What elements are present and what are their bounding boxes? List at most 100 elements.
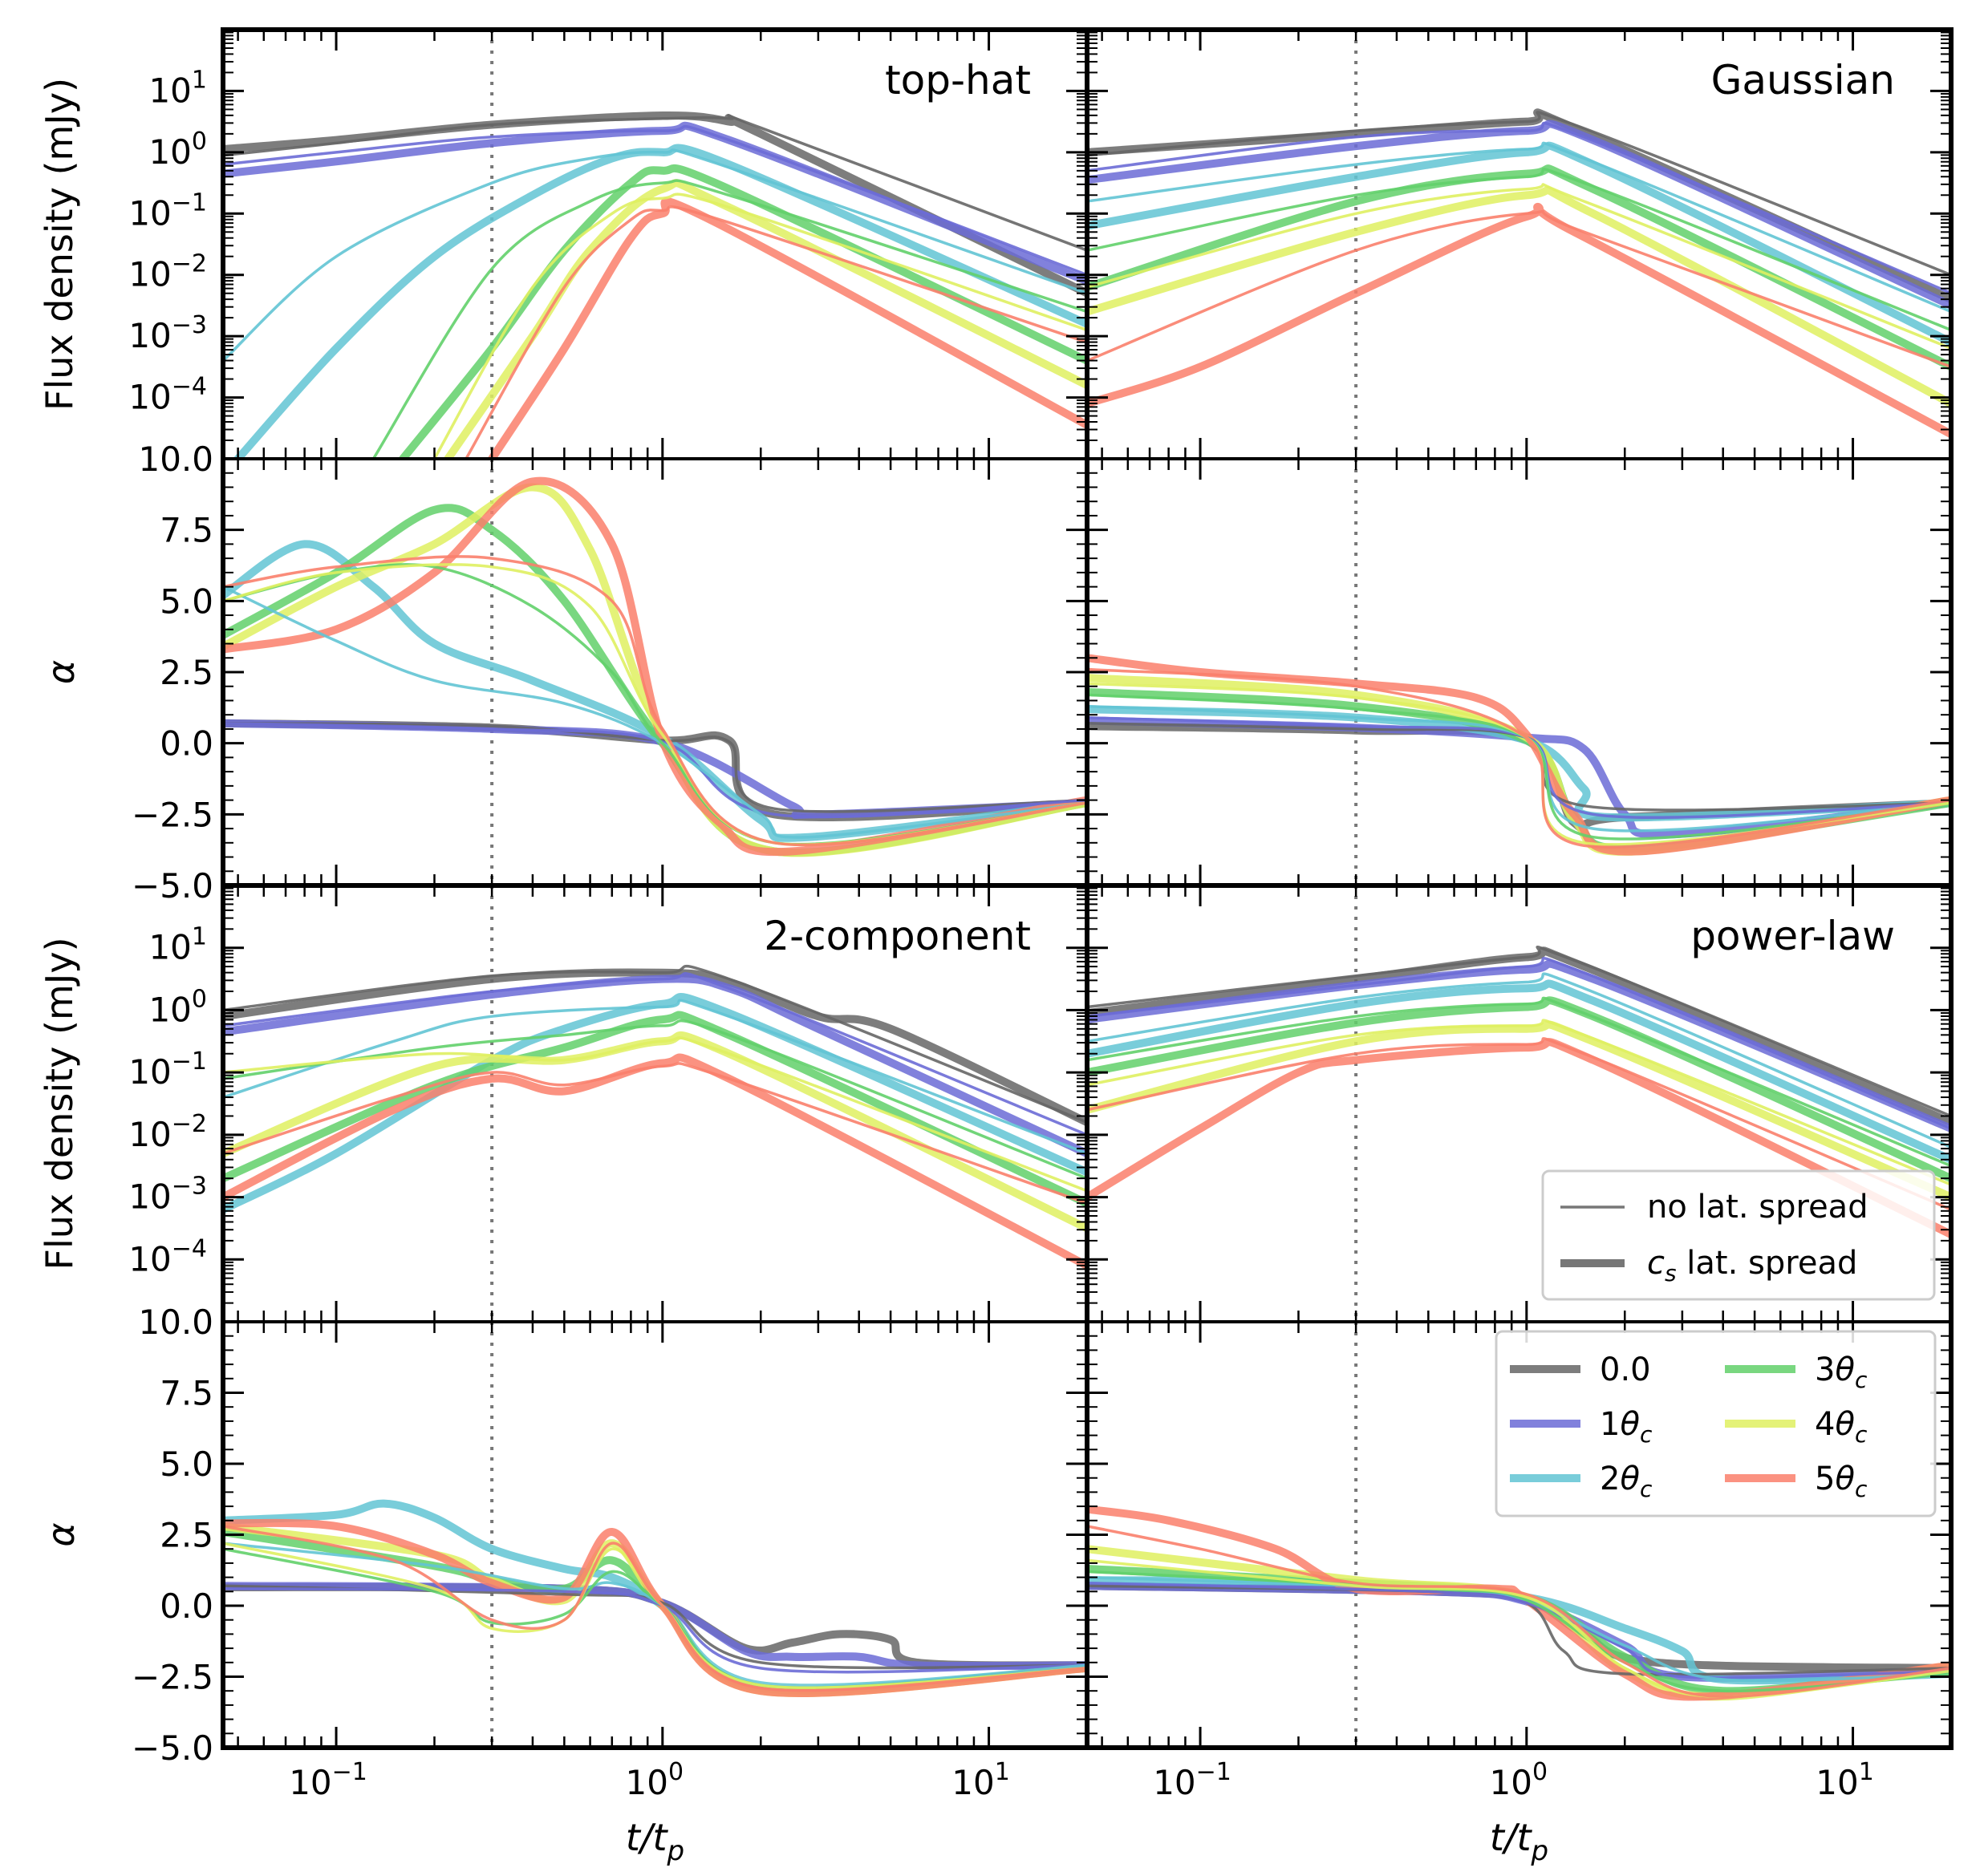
alpha-tick-label: −5.0: [132, 1728, 213, 1768]
flux-plot-3: [1087, 885, 1951, 1322]
flux-curve-thin-5: [465, 205, 1087, 459]
flux-tick-label: 10−1: [128, 188, 207, 233]
legend-label: 4θc: [1815, 1406, 1868, 1448]
flux-tick-label: 101: [148, 66, 207, 110]
flux-axis-title: Flux density (mJy): [38, 937, 81, 1270]
alpha-axis-title: α: [39, 660, 83, 684]
alpha-tick-label: −2.5: [132, 795, 213, 834]
x-tick-label: 101: [1816, 1758, 1874, 1802]
flux-curve-thick-3: [1087, 996, 1951, 1183]
flux-curve-thick-2: [223, 993, 1087, 1214]
legend-label: 2θc: [1600, 1461, 1653, 1502]
flux-curve-thick-4: [1087, 186, 1951, 408]
x-tick-label: 101: [951, 1758, 1010, 1802]
flux-curve-thin-0: [223, 964, 1087, 1124]
legend-label: 1θc: [1600, 1406, 1653, 1448]
flux-plot-2: [223, 885, 1087, 1322]
flux-tick-label: 10−2: [128, 1110, 207, 1154]
alpha-tick-label: 10.0: [138, 1303, 213, 1342]
alpha-curve-thick-1: [1087, 716, 1951, 839]
flux-tick-label: 100: [148, 128, 207, 172]
alpha-plot-0: [223, 459, 1087, 885]
legend-box: [1541, 1169, 1936, 1301]
alpha-tick-label: 10.0: [138, 440, 213, 479]
alpha-curve-thick-2: [223, 540, 1087, 842]
legend-line-styles: no lat. spread cs lat. spread: [1541, 1169, 1936, 1301]
flux-curve-thick-3: [223, 1011, 1087, 1208]
alpha-tick-label: 2.5: [160, 653, 213, 692]
alpha-curve-thick-4: [223, 483, 1087, 857]
alpha-axis-title: α: [39, 1522, 83, 1546]
flux-curve-thin-1: [1087, 121, 1951, 295]
panel-label: 2-component: [764, 913, 1031, 959]
alpha-tick-label: 5.0: [160, 581, 213, 621]
flux-axis-title: Flux density (mJy): [38, 78, 81, 411]
legend-offsets: 0.0 1θc 2θc 3θc 4θc 5θc: [1495, 1330, 1937, 1517]
panel-label: Gaussian: [1711, 57, 1895, 103]
flux-curve-thick-5: [488, 197, 1087, 459]
flux-tick-label: 10−4: [128, 1234, 207, 1278]
flux-curve-thick-2: [233, 144, 1087, 459]
x-tick-label: 10−1: [1153, 1758, 1231, 1802]
outer-frame: [221, 27, 1954, 1750]
alpha-curve-thin-5: [1087, 1525, 1951, 1699]
alpha-tick-label: 0.0: [160, 1586, 213, 1626]
flux-curve-thick-5: [1087, 1038, 1951, 1239]
flux-tick-label: 10−3: [128, 311, 207, 355]
alpha-tick-label: 0.0: [160, 724, 213, 764]
legend-label: 0.0: [1600, 1351, 1651, 1388]
x-axis-title: t/tp: [1490, 1816, 1548, 1867]
flux-curve-thin-5: [1087, 1037, 1951, 1211]
alpha-curve-thin-5: [223, 1525, 1087, 1692]
panel-label: power-law: [1690, 913, 1895, 959]
flux-curve-thin-2: [1087, 141, 1951, 314]
alpha-tick-label: 5.0: [160, 1444, 213, 1484]
flux-curve-thin-0: [1087, 945, 1951, 1118]
flux-curve-thick-4: [1087, 1020, 1951, 1201]
flux-curve-thin-5: [223, 1062, 1087, 1205]
x-tick-label: 10−1: [289, 1758, 367, 1802]
flux-curve-thick-0: [223, 968, 1087, 1127]
flux-curve-thin-0: [223, 114, 1087, 252]
legend-label: 3θc: [1815, 1351, 1868, 1393]
flux-curve-thin-5: [1087, 209, 1951, 369]
flux-curve-thin-1: [1087, 957, 1951, 1130]
panel-label: top-hat: [885, 57, 1031, 103]
legend-box: [1495, 1330, 1937, 1517]
flux-curve-thin-2: [1087, 972, 1951, 1149]
flux-tick-label: 101: [148, 923, 207, 967]
x-tick-label: 100: [1490, 1758, 1548, 1802]
flux-curve-thin-0: [1087, 111, 1951, 277]
flux-curve-thin-4: [432, 192, 1087, 459]
alpha-tick-label: 7.5: [160, 1374, 213, 1413]
alpha-tick-label: −5.0: [132, 866, 213, 906]
flux-curve-thick-2: [1087, 141, 1951, 346]
flux-curve-thick-1: [223, 974, 1087, 1158]
flux-curve-thick-0: [223, 111, 1087, 298]
legend-label: cs lat. spread: [1647, 1245, 1857, 1286]
flux-curve-thin-4: [223, 1036, 1087, 1193]
alpha-curve-thin-4: [223, 1542, 1087, 1690]
flux-plot-1: [1087, 30, 1951, 459]
flux-curve-thin-3: [1087, 996, 1951, 1168]
flux-curve-thin-4: [1087, 1019, 1951, 1186]
legend-label: 5θc: [1815, 1461, 1868, 1502]
alpha-curve-thick-1: [223, 1582, 1087, 1671]
flux-curve-thin-1: [223, 972, 1087, 1137]
alpha-plot-1: [1087, 459, 1951, 885]
alpha-curve-thin-5: [1087, 667, 1951, 849]
flux-curve-thin-3: [1087, 168, 1951, 332]
x-tick-label: 100: [626, 1758, 684, 1802]
flux-curve-thin-1: [223, 124, 1087, 277]
alpha-tick-label: 2.5: [160, 1516, 213, 1555]
alpha-tick-label: 7.5: [160, 511, 213, 550]
flux-tick-label: 10−2: [128, 250, 207, 294]
flux-curve-thin-3: [223, 1019, 1087, 1181]
flux-tick-label: 10−3: [128, 1173, 207, 1217]
flux-curve-thick-4: [444, 179, 1087, 459]
flux-curve-thick-5: [223, 1053, 1087, 1270]
flux-curve-thick-0: [1087, 946, 1951, 1127]
flux-tick-label: 10−4: [128, 373, 207, 417]
alpha-plot-3: [1087, 1322, 1951, 1748]
